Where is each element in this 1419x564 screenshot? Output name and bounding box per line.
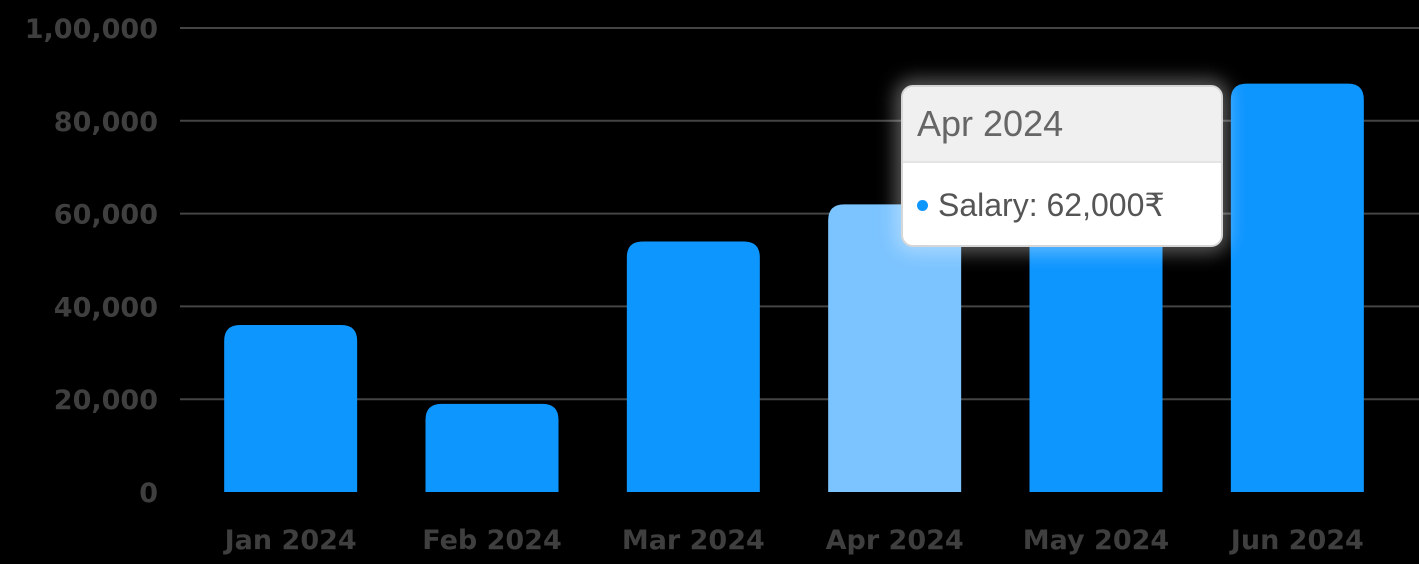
bar-apr-2024[interactable] (828, 204, 962, 492)
x-tick-label: Mar 2024 (622, 525, 765, 556)
series-dot-icon (917, 199, 928, 211)
tooltip-series-label: Salary (938, 186, 1029, 223)
x-tick-label: Jan 2024 (223, 525, 357, 556)
tooltip-body: Salary : 62,000₹ (903, 163, 1221, 245)
y-tick-label: 1,00,000 (25, 14, 158, 45)
y-tick-label: 0 (139, 478, 158, 509)
tooltip-value: 62,000₹ (1046, 187, 1165, 223)
bar-mar-2024[interactable] (626, 241, 760, 492)
y-tick-label: 60,000 (54, 200, 158, 231)
bar-jan-2024[interactable] (224, 324, 358, 492)
x-tick-label: Apr 2024 (826, 525, 964, 556)
y-tick-label: 40,000 (54, 292, 158, 323)
bar-jun-2024[interactable] (1230, 83, 1364, 493)
x-tick-label: Feb 2024 (422, 525, 562, 556)
y-axis: 0 20,000 40,000 60,000 80,000 1,00,000 (25, 14, 158, 509)
x-axis: Jan 2024 Feb 2024 Mar 2024 Apr 2024 May 2024… (223, 525, 1364, 556)
tooltip-title: Apr 2024 (903, 87, 1221, 163)
y-tick-label: 80,000 (54, 107, 158, 138)
x-tick-label: May 2024 (1023, 525, 1169, 556)
x-tick-label: Jun 2024 (1229, 525, 1364, 556)
bar-may-2024[interactable] (1029, 218, 1163, 493)
chart-tooltip: Apr 2024 Salary : 62,000₹ (901, 85, 1223, 247)
tooltip-separator: : (1028, 186, 1047, 223)
bar-feb-2024[interactable] (425, 403, 559, 492)
bars (224, 83, 1364, 493)
y-tick-label: 20,000 (54, 385, 158, 416)
